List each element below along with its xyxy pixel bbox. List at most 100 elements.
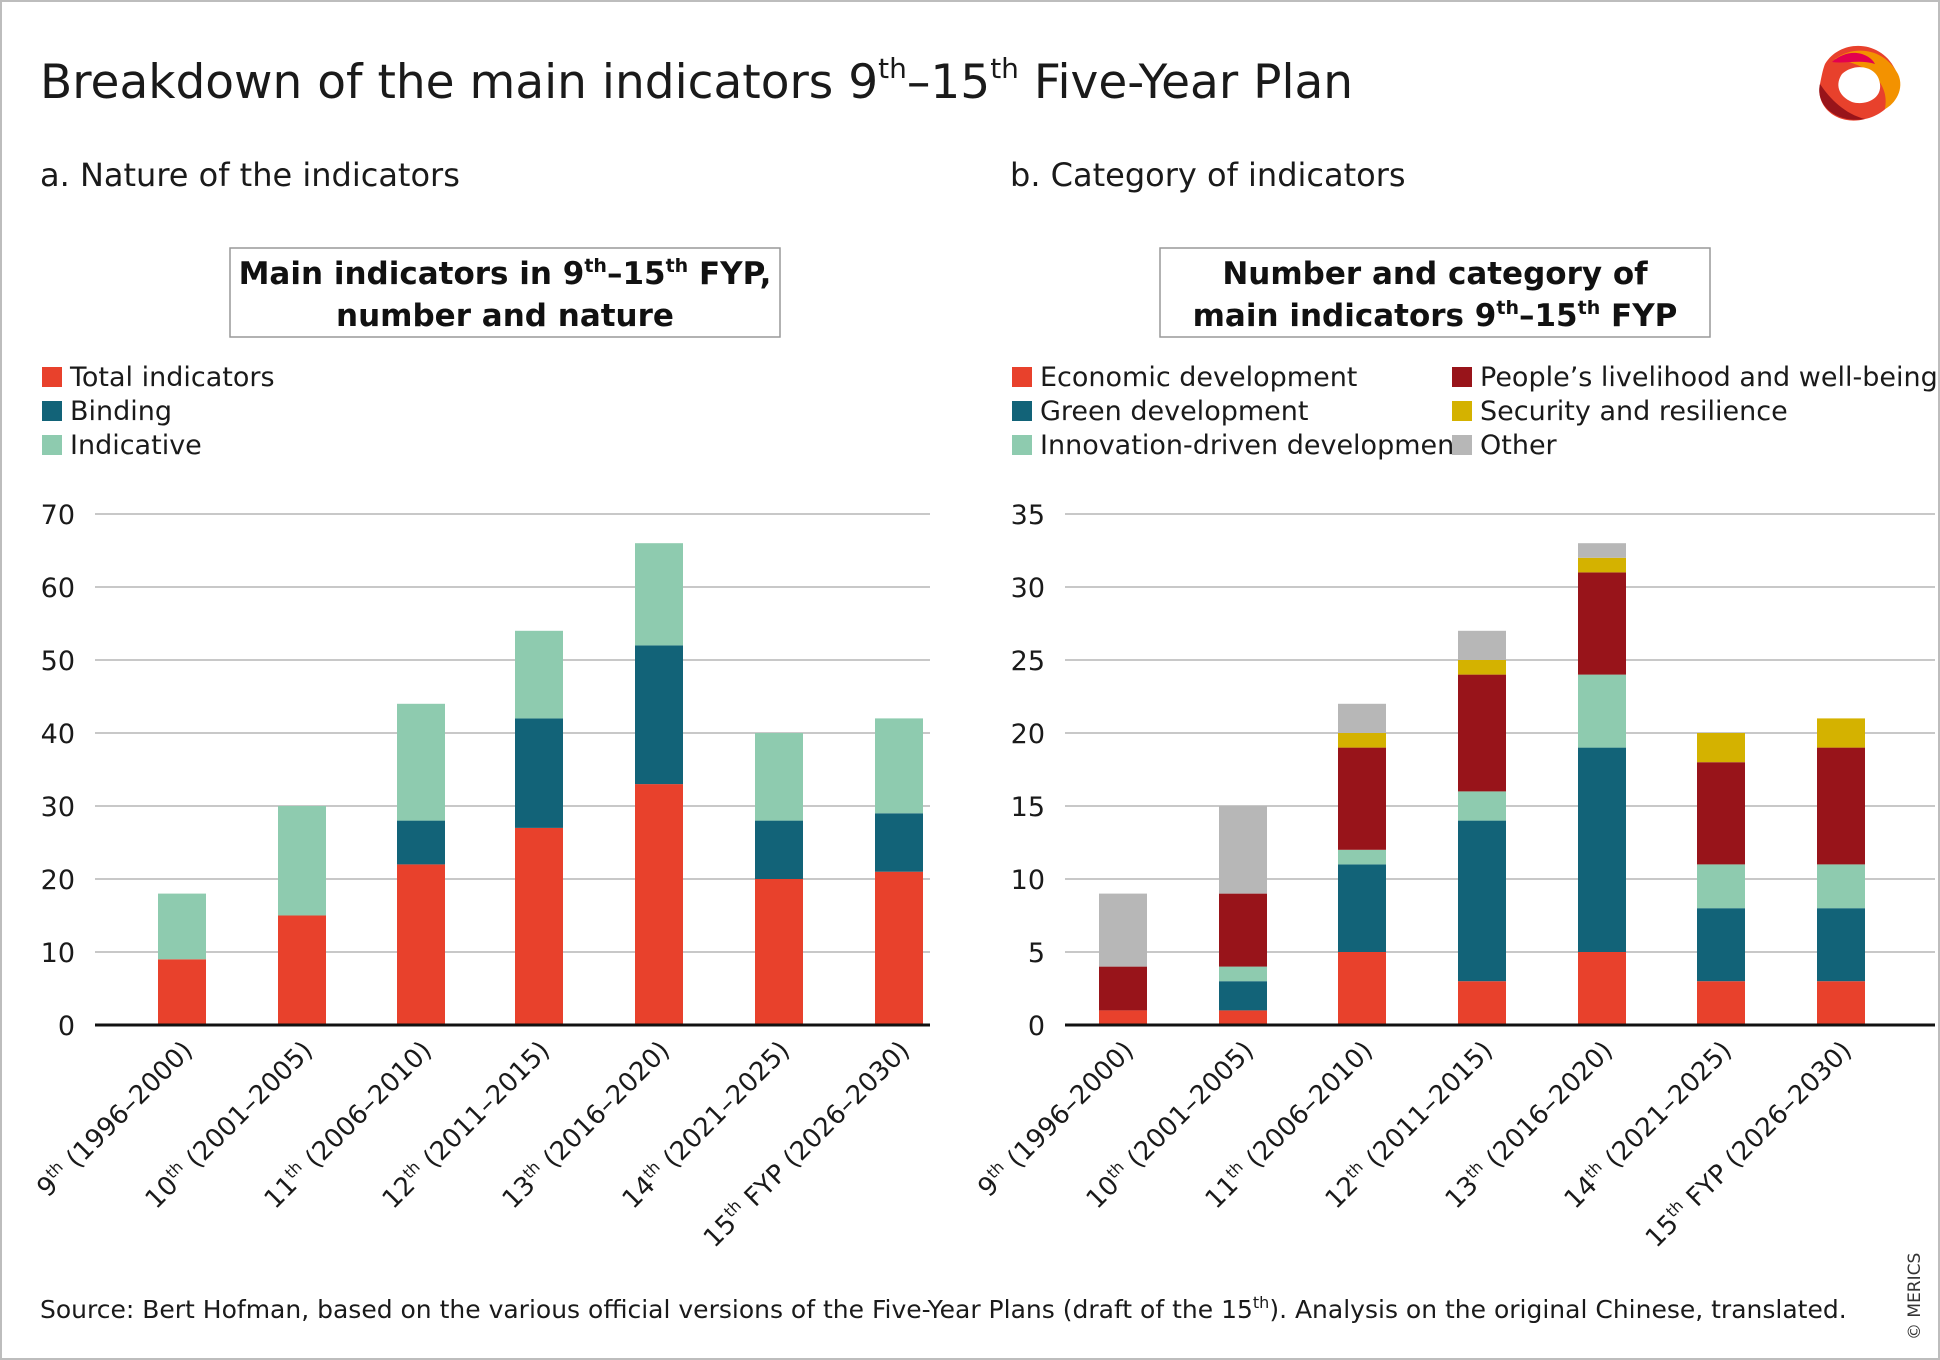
bar-segment	[1578, 747, 1626, 952]
y-tick-label: 60	[41, 573, 75, 604]
y-tick-label: 30	[41, 792, 75, 823]
bar-segment	[1817, 864, 1865, 909]
legend-swatch	[1452, 367, 1472, 387]
bar-segment	[515, 718, 563, 828]
bar-segment	[1338, 952, 1386, 1025]
chart-b-title-box	[1159, 247, 1711, 338]
bar-segment	[1458, 660, 1506, 675]
legend-label: Total indicators	[69, 362, 275, 393]
bar-segment	[1578, 572, 1626, 675]
y-tick-label: 20	[1011, 719, 1045, 750]
figure-title: Breakdown of the main indicators 9th–15t…	[40, 52, 1353, 110]
legend-swatch	[42, 435, 62, 455]
bar-segment	[1338, 747, 1386, 850]
bar-segment	[1338, 703, 1386, 733]
chart-a-title-line2: number and nature	[336, 298, 674, 334]
legend-label: Economic development	[1040, 362, 1357, 393]
x-tick-label: 15th FYP (2026–2030)	[697, 1034, 916, 1253]
legend-label: Indicative	[70, 430, 202, 461]
source-note: Source: Bert Hofman, based on the variou…	[40, 1293, 1847, 1324]
merics-ring-logo-icon	[1819, 45, 1901, 121]
bar-segment	[1458, 820, 1506, 982]
bar-segment	[1219, 981, 1267, 1011]
bar-segment	[1578, 674, 1626, 748]
bar-segment	[1817, 718, 1865, 748]
bar-segment	[278, 915, 326, 1025]
bar-segment	[1697, 908, 1745, 982]
legend-swatch	[1452, 401, 1472, 421]
bar-segment	[515, 827, 563, 1025]
chart-a-title-line1: Main indicators in 9th–15th FYP,	[239, 255, 772, 292]
legend-label: Green development	[1040, 396, 1308, 427]
bar-segment	[1219, 966, 1267, 982]
bar-segment	[635, 784, 683, 1025]
bar-segment	[875, 871, 923, 1025]
bar-segment	[1099, 966, 1147, 1011]
bar-segment	[875, 718, 923, 814]
y-tick-label: 20	[41, 865, 75, 896]
bar-segment	[1578, 543, 1626, 558]
y-tick-label: 50	[41, 646, 75, 677]
legend-swatch	[42, 401, 62, 421]
bar-segment	[278, 806, 326, 916]
bar-segment	[1458, 791, 1506, 821]
legend-label: Binding	[70, 396, 172, 427]
bar-segment	[1338, 864, 1386, 952]
x-tick-label: 15th FYP (2026–2030)	[1639, 1034, 1858, 1253]
bar-segment	[1578, 952, 1626, 1025]
bar-segment	[635, 645, 683, 785]
y-tick-label: 15	[1011, 792, 1045, 823]
bar-segment	[397, 864, 445, 1025]
bar-segment	[158, 893, 206, 960]
legend-swatch	[1012, 401, 1032, 421]
y-tick-label: 40	[41, 719, 75, 750]
bar-segment	[1697, 733, 1745, 763]
bar-segment	[1219, 1010, 1267, 1025]
copyright: © MERICS	[1905, 1253, 1925, 1340]
bar-segment	[1697, 981, 1745, 1025]
bar-segment	[1458, 630, 1506, 660]
y-tick-label: 0	[58, 1011, 75, 1042]
legend-label: Security and resilience	[1480, 396, 1788, 427]
bar-segment	[397, 820, 445, 865]
y-tick-label: 70	[41, 500, 75, 531]
legend-swatch	[42, 367, 62, 387]
chart-b-title-line2: main indicators 9th–15th FYP	[1193, 297, 1678, 334]
y-tick-label: 0	[1028, 1011, 1045, 1042]
legend-swatch	[1012, 435, 1032, 455]
bar-segment	[1099, 1010, 1147, 1025]
legend-label: Other	[1480, 430, 1558, 461]
bar-segment	[875, 813, 923, 872]
bar-segment	[635, 543, 683, 646]
bar-segment	[1697, 864, 1745, 909]
bar-segment	[1338, 849, 1386, 865]
bar-segment	[1697, 762, 1745, 865]
bar-segment	[1219, 893, 1267, 967]
bar-segment	[755, 733, 803, 821]
bar-segment	[1817, 747, 1865, 865]
bar-segment	[1817, 981, 1865, 1025]
legend-swatch	[1452, 435, 1472, 455]
bar-segment	[397, 703, 445, 821]
panel-a-label: a. Nature of the indicators	[40, 156, 460, 194]
legend-label: People’s livelihood and well-being	[1480, 362, 1938, 393]
bar-segment	[1817, 908, 1865, 982]
bar-segment	[1458, 674, 1506, 792]
bar-segment	[755, 820, 803, 879]
y-tick-label: 35	[1011, 500, 1045, 531]
y-tick-label: 30	[1011, 573, 1045, 604]
y-tick-label: 10	[41, 938, 75, 969]
bar-segment	[1458, 981, 1506, 1025]
bar-segment	[1219, 806, 1267, 894]
bar-segment	[1099, 893, 1147, 967]
chart-b-title-line1: Number and category of	[1222, 256, 1648, 292]
panel-b-label: b. Category of indicators	[1010, 156, 1406, 194]
bar-segment	[1578, 557, 1626, 573]
legend-swatch	[1012, 367, 1032, 387]
bar-segment	[1338, 733, 1386, 748]
